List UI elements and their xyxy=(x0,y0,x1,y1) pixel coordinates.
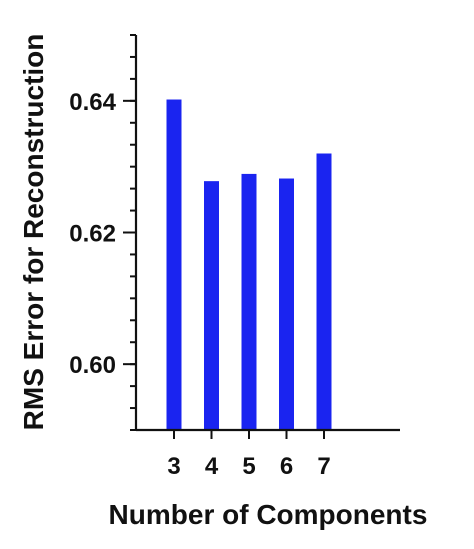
y-tick-label: 0.60 xyxy=(69,352,116,379)
bar-6 xyxy=(279,178,294,430)
bar-5 xyxy=(241,173,257,431)
y-tick-label: 0.62 xyxy=(69,221,116,248)
y-tick-label: 0.64 xyxy=(69,89,116,116)
bar-7 xyxy=(316,153,332,430)
x-tick-label: 7 xyxy=(317,453,330,480)
bars-group xyxy=(166,99,332,431)
bar-4 xyxy=(204,181,219,430)
x-tick-label: 5 xyxy=(242,453,255,480)
bar-3 xyxy=(166,99,182,431)
x-tick-label: 4 xyxy=(205,453,219,480)
x-tick-label: 6 xyxy=(280,453,293,480)
x-axis-label: Number of Components xyxy=(109,499,428,530)
y-axis-label: RMS Error for Reconstruction xyxy=(18,34,49,431)
y-ticks-group: 0.60 0.62 0.64 xyxy=(69,34,136,431)
x-tick-label: 3 xyxy=(167,453,180,480)
